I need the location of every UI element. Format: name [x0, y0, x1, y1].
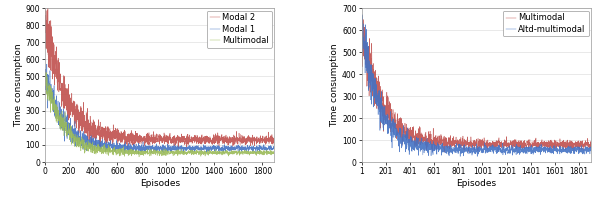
Multimodal [526, 141, 533, 144]
Multimodal [441, 151, 448, 153]
Multimodal [41, 72, 49, 75]
Multimodal [209, 152, 217, 154]
Multimodal [359, 18, 367, 21]
Multimodal [93, 151, 100, 153]
Line: Modal 1: Modal 1 [45, 64, 274, 154]
Modal 1 [93, 144, 100, 146]
Multimodal [391, 122, 398, 124]
Multimodal [412, 145, 419, 148]
Modal 1 [43, 63, 50, 65]
Multimodal [449, 139, 457, 141]
Altd-multimodal [358, 38, 365, 40]
Modal 2 [124, 148, 131, 150]
Modal 1 [134, 153, 142, 155]
Modal 2 [93, 129, 100, 132]
Modal 1 [209, 147, 217, 150]
Multimodal [74, 143, 82, 145]
X-axis label: Episodes: Episodes [140, 179, 180, 188]
Altd-multimodal [587, 150, 595, 152]
Multimodal [587, 146, 595, 148]
Line: Multimodal: Multimodal [362, 20, 591, 152]
Altd-multimodal [449, 149, 456, 151]
Modal 2 [209, 137, 217, 139]
Modal 1 [271, 145, 278, 147]
Altd-multimodal [412, 139, 419, 141]
Modal 2 [41, 6, 49, 8]
Multimodal [271, 151, 278, 154]
Legend: Modal 2, Modal 1, Multimodal: Modal 2, Modal 1, Multimodal [207, 10, 272, 47]
Modal 1 [53, 114, 60, 117]
Modal 2 [271, 138, 278, 140]
Altd-multimodal [391, 132, 398, 135]
Modal 2 [53, 61, 60, 63]
Altd-multimodal [526, 148, 533, 151]
Multimodal [369, 64, 376, 66]
Line: Altd-multimodal: Altd-multimodal [362, 15, 591, 156]
Modal 2 [74, 115, 82, 117]
Modal 1 [133, 143, 140, 145]
Altd-multimodal [473, 155, 481, 158]
Y-axis label: Time consumption: Time consumption [14, 43, 23, 127]
Y-axis label: Time consumption: Time consumption [331, 43, 340, 127]
Multimodal [358, 48, 365, 50]
Modal 1 [41, 78, 49, 80]
Multimodal [133, 153, 140, 155]
X-axis label: Episodes: Episodes [456, 179, 496, 188]
Multimodal [136, 156, 143, 158]
Multimodal [95, 145, 102, 147]
Modal 1 [95, 142, 102, 144]
Altd-multimodal [410, 144, 417, 146]
Line: Multimodal: Multimodal [45, 72, 274, 157]
Modal 2 [133, 141, 140, 143]
Multimodal [410, 136, 417, 139]
Altd-multimodal [359, 13, 366, 16]
Legend: Multimodal, Altd-multimodal: Multimodal, Altd-multimodal [503, 11, 589, 36]
Altd-multimodal [369, 72, 376, 74]
Multimodal [53, 108, 60, 110]
Modal 1 [74, 129, 82, 132]
Modal 2 [95, 126, 102, 128]
Line: Modal 2: Modal 2 [45, 7, 274, 149]
Multimodal [43, 71, 50, 73]
